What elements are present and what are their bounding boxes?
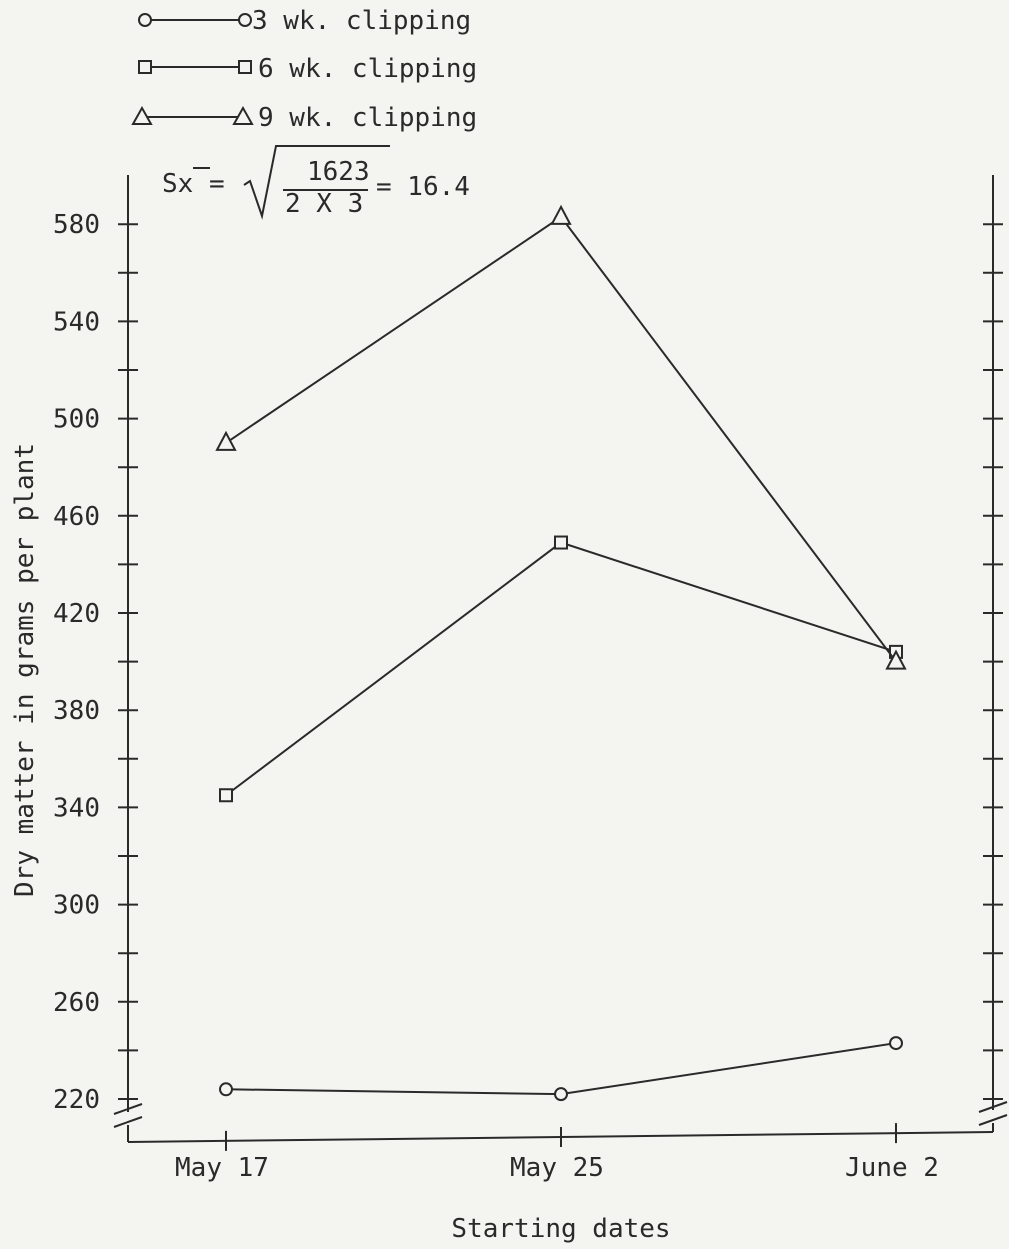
legend-marker-square-left — [138, 60, 152, 74]
series-square — [219, 535, 903, 803]
data-point-circle — [219, 1082, 233, 1097]
series-triangle — [215, 204, 907, 670]
series-layer — [215, 204, 907, 1102]
data-point-triangle — [215, 430, 237, 451]
axes: 220 260 300 340 380 420 460 500 540 580 May 17 May … — [53, 175, 1008, 1183]
legend: 3 wk. clipping 6 wk. clipping 9 wk. clip… — [131, 6, 477, 133]
legend-marker-circle-left — [138, 13, 152, 27]
x-tick-label: May 17 — [175, 1153, 269, 1183]
series-line — [225, 541, 897, 797]
legend-item-6wk: 6 wk. clipping — [138, 54, 477, 84]
y-axis-right-break-mark — [978, 1114, 1008, 1126]
data-point-triangle — [550, 204, 572, 225]
legend-marker-circle-right — [238, 13, 252, 27]
legend-marker-square-right — [238, 60, 252, 74]
y-tick-label: 340 — [53, 793, 100, 823]
data-point-square — [219, 788, 233, 803]
y-tick-label: 300 — [53, 891, 100, 921]
series-line — [225, 1042, 897, 1096]
data-point-square — [554, 535, 568, 550]
data-point-triangle — [885, 649, 907, 670]
legend-label-3wk: 3 wk. clipping — [252, 6, 471, 36]
legend-marker-triangle-left — [131, 105, 153, 125]
legend-item-9wk: 9 wk. clipping — [131, 103, 477, 133]
formula-denominator: 2 X 3 — [285, 189, 363, 219]
series-line — [225, 215, 897, 663]
y-tick-label: 420 — [53, 599, 100, 629]
x-axis-title: Starting dates — [451, 1214, 670, 1244]
series-circle — [219, 1036, 903, 1102]
x-tick-label: June 2 — [845, 1153, 939, 1183]
y-axis-right-break-mark — [978, 1101, 1008, 1113]
formula-lhs: Sx = — [162, 169, 225, 199]
y-tick-label: 540 — [53, 307, 100, 337]
y-axis-break-mark — [113, 1103, 143, 1115]
formula-numerator: 1623 — [307, 157, 370, 187]
legend-marker-triangle-right — [232, 105, 254, 125]
formula-result: = 16.4 — [376, 172, 470, 202]
y-tick-label: 500 — [53, 405, 100, 435]
data-point-circle — [889, 1036, 903, 1051]
y-axis-title: Dry matter in grams per plant — [10, 443, 40, 897]
x-tick-label: May 25 — [510, 1153, 604, 1183]
legend-label-6wk: 6 wk. clipping — [258, 54, 477, 84]
legend-label-9wk: 9 wk. clipping — [258, 103, 477, 133]
formula-radical — [243, 145, 390, 220]
y-tick-label: 260 — [53, 988, 100, 1018]
data-point-circle — [554, 1087, 568, 1102]
standard-error-annotation: Sx = 1623 2 X 3 = 16.4 — [162, 145, 470, 220]
legend-item-3wk: 3 wk. clipping — [138, 6, 471, 36]
y-tick-label: 460 — [53, 502, 100, 532]
y-axis-break-mark — [113, 1116, 143, 1128]
y-tick-label: 220 — [53, 1085, 100, 1115]
y-tick-label: 580 — [53, 210, 100, 240]
y-tick-label: 380 — [53, 696, 100, 726]
